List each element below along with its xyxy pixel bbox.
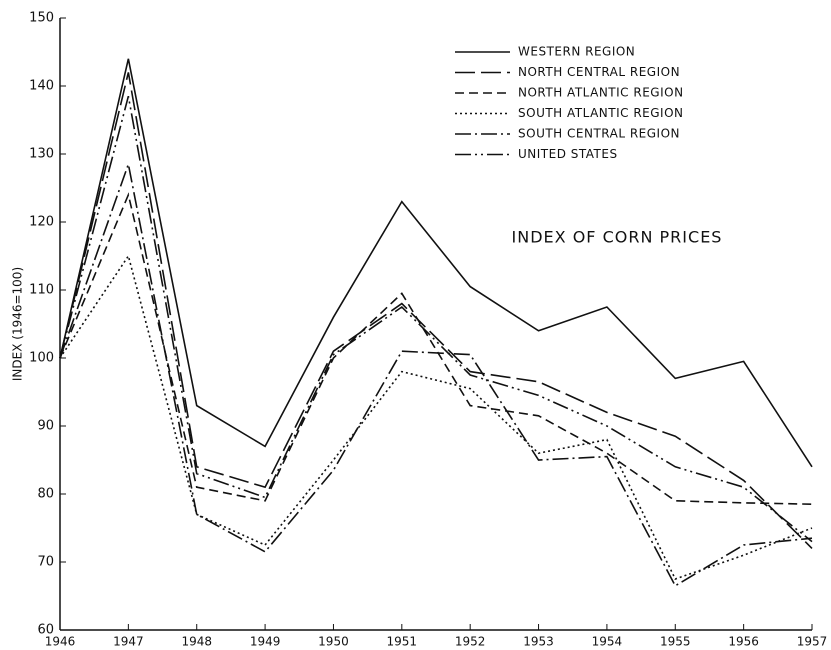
y-axis-label: INDEX (1946=100) <box>11 267 25 381</box>
x-tick-label: 1956 <box>728 635 759 649</box>
y-tick-label: 110 <box>29 283 54 298</box>
legend-label: NORTH ATLANTIC REGION <box>518 86 684 100</box>
legend-label: WESTERN REGION <box>518 45 635 59</box>
series-line <box>59 192 813 505</box>
y-tick-label: 150 <box>29 11 54 26</box>
annotation: INDEX OF CORN PRICES <box>512 228 723 247</box>
series-line <box>59 72 813 549</box>
y-tick-label: 100 <box>29 351 54 366</box>
legend-label: UNITED STATES <box>518 147 618 161</box>
x-tick-label: 1952 <box>455 635 486 649</box>
x-tick-label: 1955 <box>660 635 691 649</box>
y-tick-label: 70 <box>37 555 54 570</box>
x-tick-label: 1957 <box>797 635 828 649</box>
x-tick-label: 1951 <box>387 635 418 649</box>
x-tick-label: 1949 <box>250 635 281 649</box>
series-line <box>59 95 813 543</box>
y-tick-label: 90 <box>37 419 54 434</box>
series-line <box>59 161 813 587</box>
x-tick-label: 1950 <box>318 635 349 649</box>
y-tick-label: 60 <box>37 623 54 638</box>
x-tick-label: 1953 <box>523 635 554 649</box>
y-tick-label: 140 <box>29 79 54 94</box>
legend-label: SOUTH CENTRAL REGION <box>518 127 680 141</box>
x-tick-label: 1954 <box>592 635 623 649</box>
series-line <box>59 254 813 580</box>
x-tick-label: 1947 <box>113 635 144 649</box>
y-tick-label: 80 <box>37 487 54 502</box>
y-tick-label: 130 <box>29 147 54 162</box>
legend-label: SOUTH ATLANTIC REGION <box>518 106 684 120</box>
x-tick-label: 1948 <box>181 635 212 649</box>
x-tick-label: 1946 <box>45 635 76 649</box>
legend-label: NORTH CENTRAL REGION <box>518 65 680 79</box>
series-line <box>59 58 813 468</box>
y-tick-label: 120 <box>29 215 54 230</box>
